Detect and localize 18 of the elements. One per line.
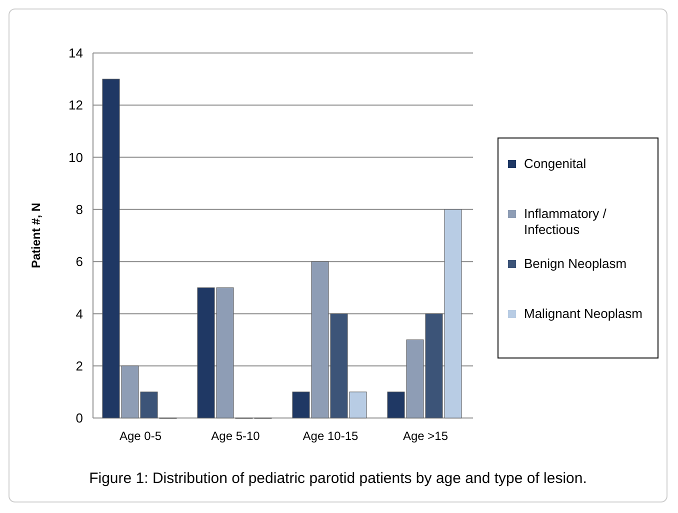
y-tick-label: 8 — [76, 202, 83, 217]
y-axis-title: Patient #, N — [29, 202, 43, 268]
legend-label: Congenital — [524, 156, 586, 171]
y-tick-label: 0 — [76, 410, 83, 426]
x-tick-label: Age 10-15 — [302, 429, 359, 443]
legend-label: Malignant Neoplasm — [524, 306, 643, 321]
y-tick-label: 6 — [76, 254, 83, 270]
caption: Figure 1: Distribution of pediatric parotid patients by age and type of lesion. — [89, 470, 587, 487]
y-tick-label: 12 — [68, 98, 83, 113]
legend-label: Benign Neoplasm — [524, 256, 627, 271]
y-tick-label: 2 — [76, 358, 83, 374]
x-tick-label: Age >15 — [402, 429, 448, 443]
x-tick-label: Age 5-10 — [211, 429, 260, 443]
y-tick-label: 10 — [68, 150, 83, 165]
x-tick-label: Age 0-5 — [119, 429, 162, 443]
y-tick-label: 4 — [76, 306, 83, 322]
legend-label: Inflammatory / Infectious — [524, 206, 607, 237]
y-tick-label: 14 — [68, 46, 83, 61]
